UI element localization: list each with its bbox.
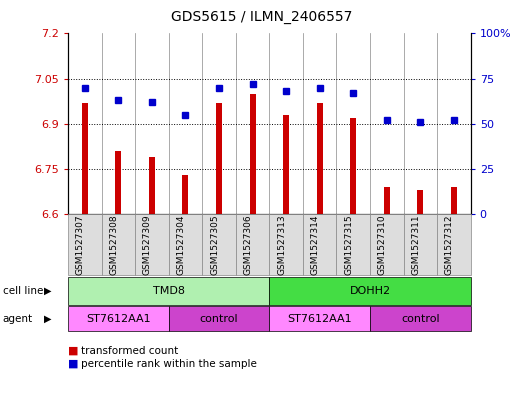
Text: GSM1527314: GSM1527314 — [311, 215, 320, 275]
Text: GSM1527312: GSM1527312 — [445, 215, 454, 275]
Bar — [283, 115, 289, 214]
Text: ■: ■ — [68, 359, 78, 369]
Bar — [82, 103, 88, 214]
Text: cell line: cell line — [3, 286, 43, 296]
Bar — [384, 187, 390, 214]
Text: GSM1527310: GSM1527310 — [378, 214, 387, 275]
Text: ST7612AA1: ST7612AA1 — [287, 314, 352, 323]
Bar — [249, 94, 256, 214]
Bar — [417, 190, 424, 214]
Text: TMD8: TMD8 — [153, 286, 185, 296]
Text: ▶: ▶ — [44, 286, 52, 296]
Text: GSM1527306: GSM1527306 — [244, 214, 253, 275]
Text: GDS5615 / ILMN_2406557: GDS5615 / ILMN_2406557 — [171, 10, 352, 24]
Bar — [316, 103, 323, 214]
Text: GSM1527309: GSM1527309 — [143, 214, 152, 275]
Bar — [115, 151, 121, 214]
Text: GSM1527315: GSM1527315 — [344, 214, 353, 275]
Bar — [216, 103, 222, 214]
Text: percentile rank within the sample: percentile rank within the sample — [81, 359, 257, 369]
Bar — [149, 157, 155, 214]
Bar — [183, 175, 188, 214]
Text: ■: ■ — [68, 346, 78, 356]
Text: GSM1527304: GSM1527304 — [176, 215, 186, 275]
Text: control: control — [401, 314, 440, 323]
Text: control: control — [200, 314, 238, 323]
Text: agent: agent — [3, 314, 33, 323]
Text: GSM1527313: GSM1527313 — [277, 214, 286, 275]
Text: GSM1527308: GSM1527308 — [109, 214, 118, 275]
Bar — [350, 118, 356, 214]
Text: ST7612AA1: ST7612AA1 — [86, 314, 151, 323]
Text: DOHH2: DOHH2 — [349, 286, 391, 296]
Text: GSM1527311: GSM1527311 — [412, 214, 420, 275]
Text: GSM1527307: GSM1527307 — [76, 214, 85, 275]
Text: ▶: ▶ — [44, 314, 52, 323]
Bar — [451, 187, 457, 214]
Text: transformed count: transformed count — [81, 346, 178, 356]
Text: GSM1527305: GSM1527305 — [210, 214, 219, 275]
